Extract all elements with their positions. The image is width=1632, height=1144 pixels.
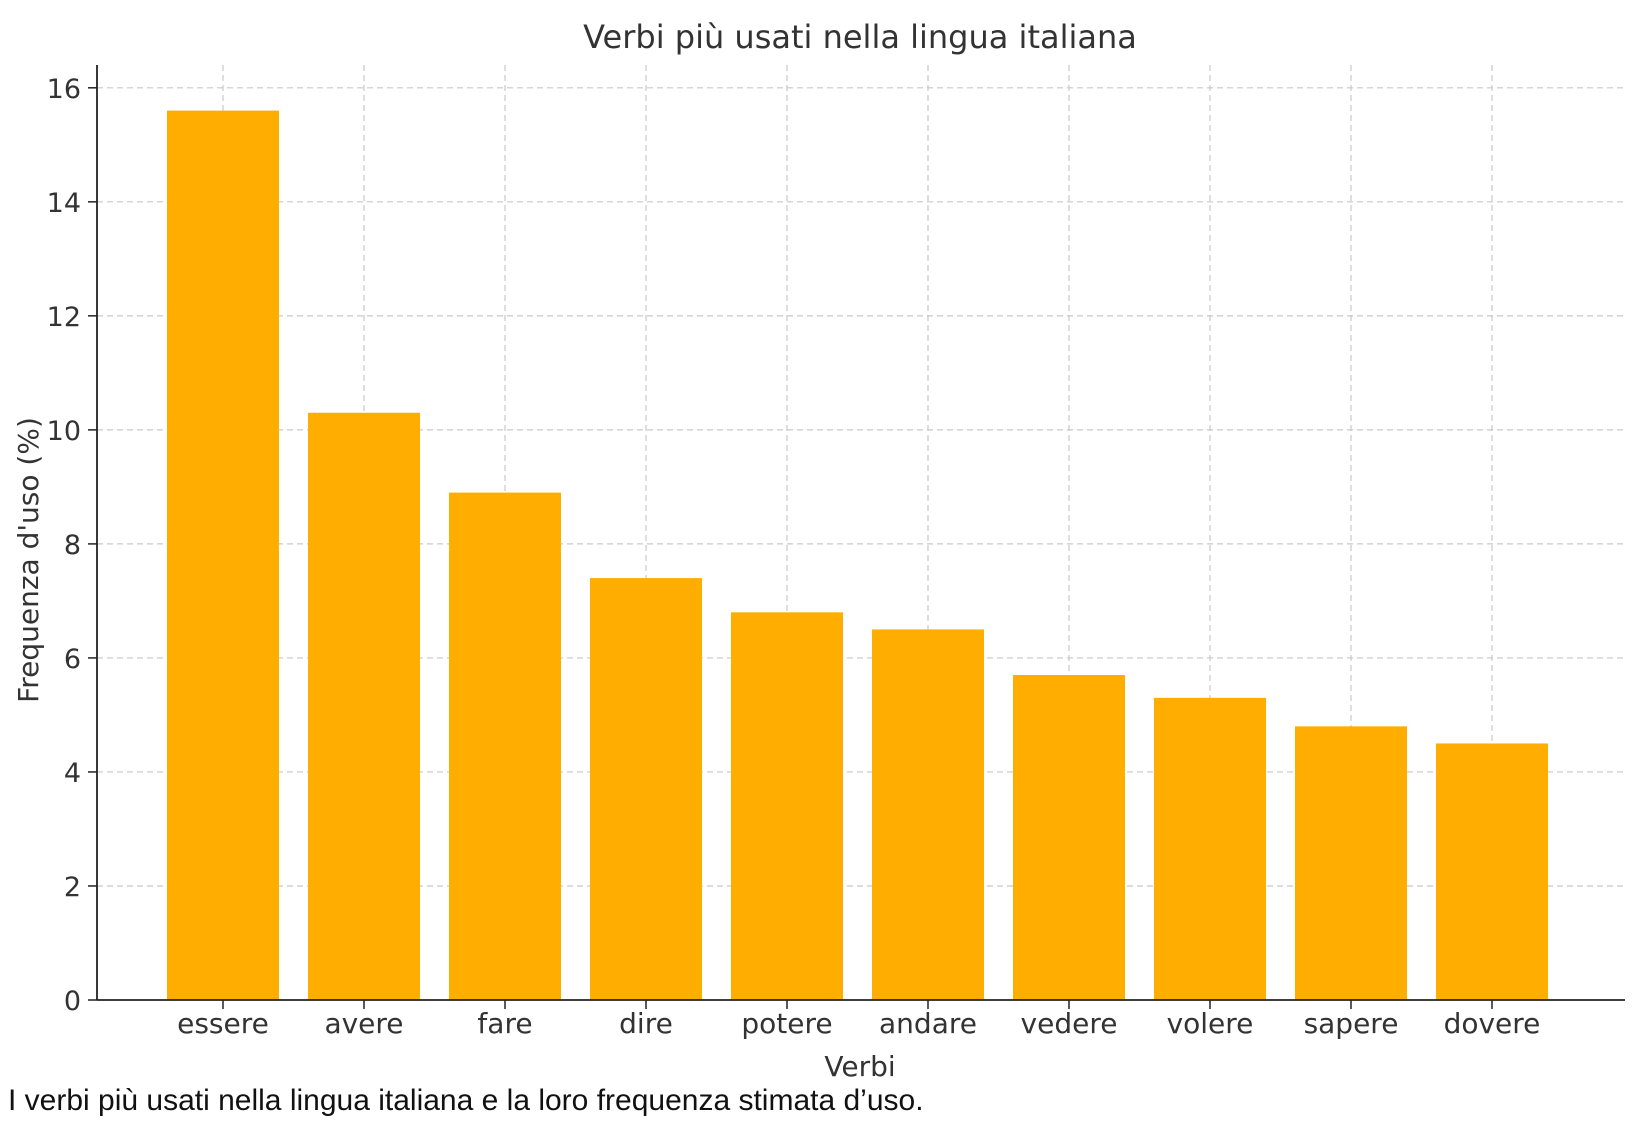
bar-chart: 0 2 4 6 8 10 12 14 16 essere avere fare dire potere a…: [12, 18, 1625, 1080]
x-axis-label: Verbi: [824, 1050, 895, 1080]
y-tick-label: 6: [64, 644, 81, 675]
bar-dovere: [1436, 743, 1548, 1000]
y-tick-label: 2: [64, 872, 81, 903]
y-tick-label: 10: [47, 416, 81, 447]
bar-avere: [308, 412, 420, 1000]
bars: [167, 110, 1548, 1001]
x-tick-label: dovere: [1444, 1007, 1541, 1040]
x-tick-label: potere: [741, 1007, 832, 1040]
axes: [88, 65, 1625, 1009]
x-tick-label: vedere: [1021, 1007, 1118, 1040]
y-tick-label: 16: [47, 74, 81, 105]
bar-essere: [167, 110, 279, 1001]
x-tick-label: essere: [177, 1007, 269, 1040]
bar-volere: [1154, 697, 1266, 1000]
x-tick-label: sapere: [1304, 1007, 1399, 1040]
y-tick-label: 12: [47, 302, 81, 333]
x-tick-label: dire: [619, 1007, 673, 1040]
chart-title: Verbi più usati nella lingua italiana: [583, 18, 1137, 56]
bar-dire: [590, 578, 702, 1000]
y-tick-label: 14: [47, 188, 81, 219]
x-tick-label: andare: [879, 1007, 977, 1040]
y-tick-label: 0: [64, 986, 81, 1017]
bar-vedere: [1013, 675, 1125, 1000]
x-tick-labels: essere avere fare dire potere andare vedere vol…: [177, 1007, 1540, 1040]
y-tick-labels: 0 2 4 6 8 10 12 14 16: [47, 74, 81, 1017]
bar-fare: [449, 492, 561, 1000]
bar-sapere: [1295, 726, 1407, 1000]
bar-andare: [872, 629, 984, 1000]
y-axis-label: Frequenza d'uso (%): [12, 417, 45, 703]
figure-caption: I verbi più usati nella lingua italiana …: [8, 1084, 924, 1117]
y-tick-label: 8: [64, 530, 81, 561]
bar-potere: [731, 612, 843, 1000]
x-tick-label: fare: [477, 1007, 532, 1040]
x-tick-label: avere: [324, 1007, 403, 1040]
x-tick-label: volere: [1167, 1007, 1254, 1040]
y-tick-label: 4: [64, 758, 81, 789]
